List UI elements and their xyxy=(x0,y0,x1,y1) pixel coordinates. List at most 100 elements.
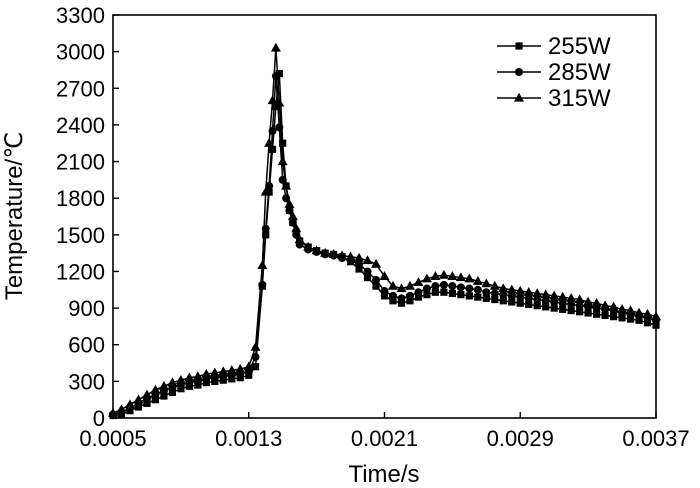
data-point-255W xyxy=(482,294,490,302)
data-point-255W xyxy=(593,310,601,318)
data-point-285W xyxy=(439,280,448,289)
data-point-255W xyxy=(397,299,406,307)
data-point-315W xyxy=(651,311,661,321)
data-point-255W xyxy=(465,292,473,300)
legend-item-255W: 255W xyxy=(497,33,611,60)
data-point-315W xyxy=(532,288,543,298)
data-point-255W xyxy=(525,300,533,309)
data-point-315W xyxy=(591,298,602,307)
data-point-285W xyxy=(516,293,525,302)
data-point-315W xyxy=(566,293,577,302)
x-tick-label: 0.0005 xyxy=(79,426,146,451)
legend-label: 255W xyxy=(548,33,611,60)
data-point-255W xyxy=(448,289,456,298)
data-point-315W xyxy=(141,389,152,399)
data-point-315W xyxy=(354,252,365,262)
x-tick-label: 0.0037 xyxy=(622,426,689,451)
x-tick-label: 0.0029 xyxy=(487,426,554,451)
data-point-315W xyxy=(583,296,594,306)
data-point-285W xyxy=(261,224,270,233)
data-point-315W xyxy=(430,271,441,280)
data-point-315W xyxy=(600,300,611,310)
data-point-255W xyxy=(609,313,618,321)
data-point-315W xyxy=(250,341,261,351)
data-point-285W xyxy=(355,260,364,269)
data-point-285W xyxy=(507,291,516,300)
data-point-315W xyxy=(257,260,268,269)
data-point-285W xyxy=(541,296,550,305)
x-tick-label: 0.0021 xyxy=(351,426,418,451)
data-point-315W xyxy=(184,372,195,382)
data-point-255W xyxy=(601,311,609,320)
data-point-285W xyxy=(499,290,508,299)
data-point-285W xyxy=(380,286,389,295)
data-point-255W xyxy=(474,293,482,301)
data-point-315W xyxy=(328,249,339,258)
y-tick-label: 600 xyxy=(68,333,105,358)
data-point-255W xyxy=(635,316,643,324)
data-point-315W xyxy=(284,199,295,208)
data-point-315W xyxy=(362,255,373,265)
data-point-285W xyxy=(405,291,414,300)
data-point-315W xyxy=(540,289,551,299)
data-point-315W xyxy=(617,304,628,313)
y-tick-label: 900 xyxy=(68,296,105,321)
data-point-315W xyxy=(218,366,229,376)
y-axis-label: Temperature/℃ xyxy=(1,132,28,300)
data-point-315W xyxy=(625,305,636,315)
data-point-255W xyxy=(584,309,592,317)
data-point-255W xyxy=(355,265,363,273)
data-point-255W xyxy=(272,102,280,111)
series-line-255W xyxy=(112,73,657,417)
data-point-315W xyxy=(472,276,483,285)
data-point-315W xyxy=(133,394,144,404)
data-point-255W xyxy=(151,396,160,404)
legend-marker xyxy=(514,92,524,102)
y-tick-label: 300 xyxy=(68,369,105,394)
y-tick-label: 0 xyxy=(93,406,105,431)
data-point-255W xyxy=(550,304,558,312)
data-point-255W xyxy=(440,288,448,296)
y-tick-label: 1800 xyxy=(56,186,105,211)
y-tick-label: 2700 xyxy=(56,76,105,101)
data-point-315W xyxy=(158,381,169,390)
data-point-285W xyxy=(482,288,491,297)
y-tick-label: 2400 xyxy=(56,113,105,138)
y-tick-label: 1200 xyxy=(56,259,105,284)
data-point-315W xyxy=(557,291,568,301)
data-point-315W xyxy=(515,285,526,295)
data-point-285W xyxy=(414,288,423,297)
data-point-315W xyxy=(387,280,398,290)
data-point-315W xyxy=(150,384,161,394)
data-point-315W xyxy=(320,247,331,257)
x-tick-label: 0.0013 xyxy=(215,426,282,451)
data-point-315W xyxy=(455,272,466,282)
data-point-315W xyxy=(287,211,298,221)
data-point-315W xyxy=(281,180,292,190)
data-point-315W xyxy=(270,42,281,52)
data-point-315W xyxy=(464,273,475,283)
data-point-315W xyxy=(421,273,432,283)
data-point-315W xyxy=(523,287,534,296)
data-point-285W xyxy=(372,276,381,285)
data-point-315W xyxy=(447,271,458,280)
data-point-255W xyxy=(457,291,465,299)
data-point-285W xyxy=(550,297,559,306)
data-point-285W xyxy=(448,282,457,291)
data-point-255W xyxy=(275,70,283,78)
data-point-285W xyxy=(275,123,284,132)
data-point-255W xyxy=(491,295,499,304)
data-point-255W xyxy=(508,298,516,306)
data-point-315W xyxy=(108,407,118,417)
data-point-255W xyxy=(279,139,287,147)
data-point-285W xyxy=(271,72,280,81)
data-point-255W xyxy=(652,321,660,329)
data-point-285W xyxy=(524,294,533,303)
legend-marker xyxy=(515,42,523,50)
legend-label: 315W xyxy=(548,85,611,112)
data-point-315W xyxy=(175,374,186,384)
data-point-255W xyxy=(251,363,260,371)
data-point-315W xyxy=(209,367,220,377)
data-point-315W xyxy=(634,307,645,317)
